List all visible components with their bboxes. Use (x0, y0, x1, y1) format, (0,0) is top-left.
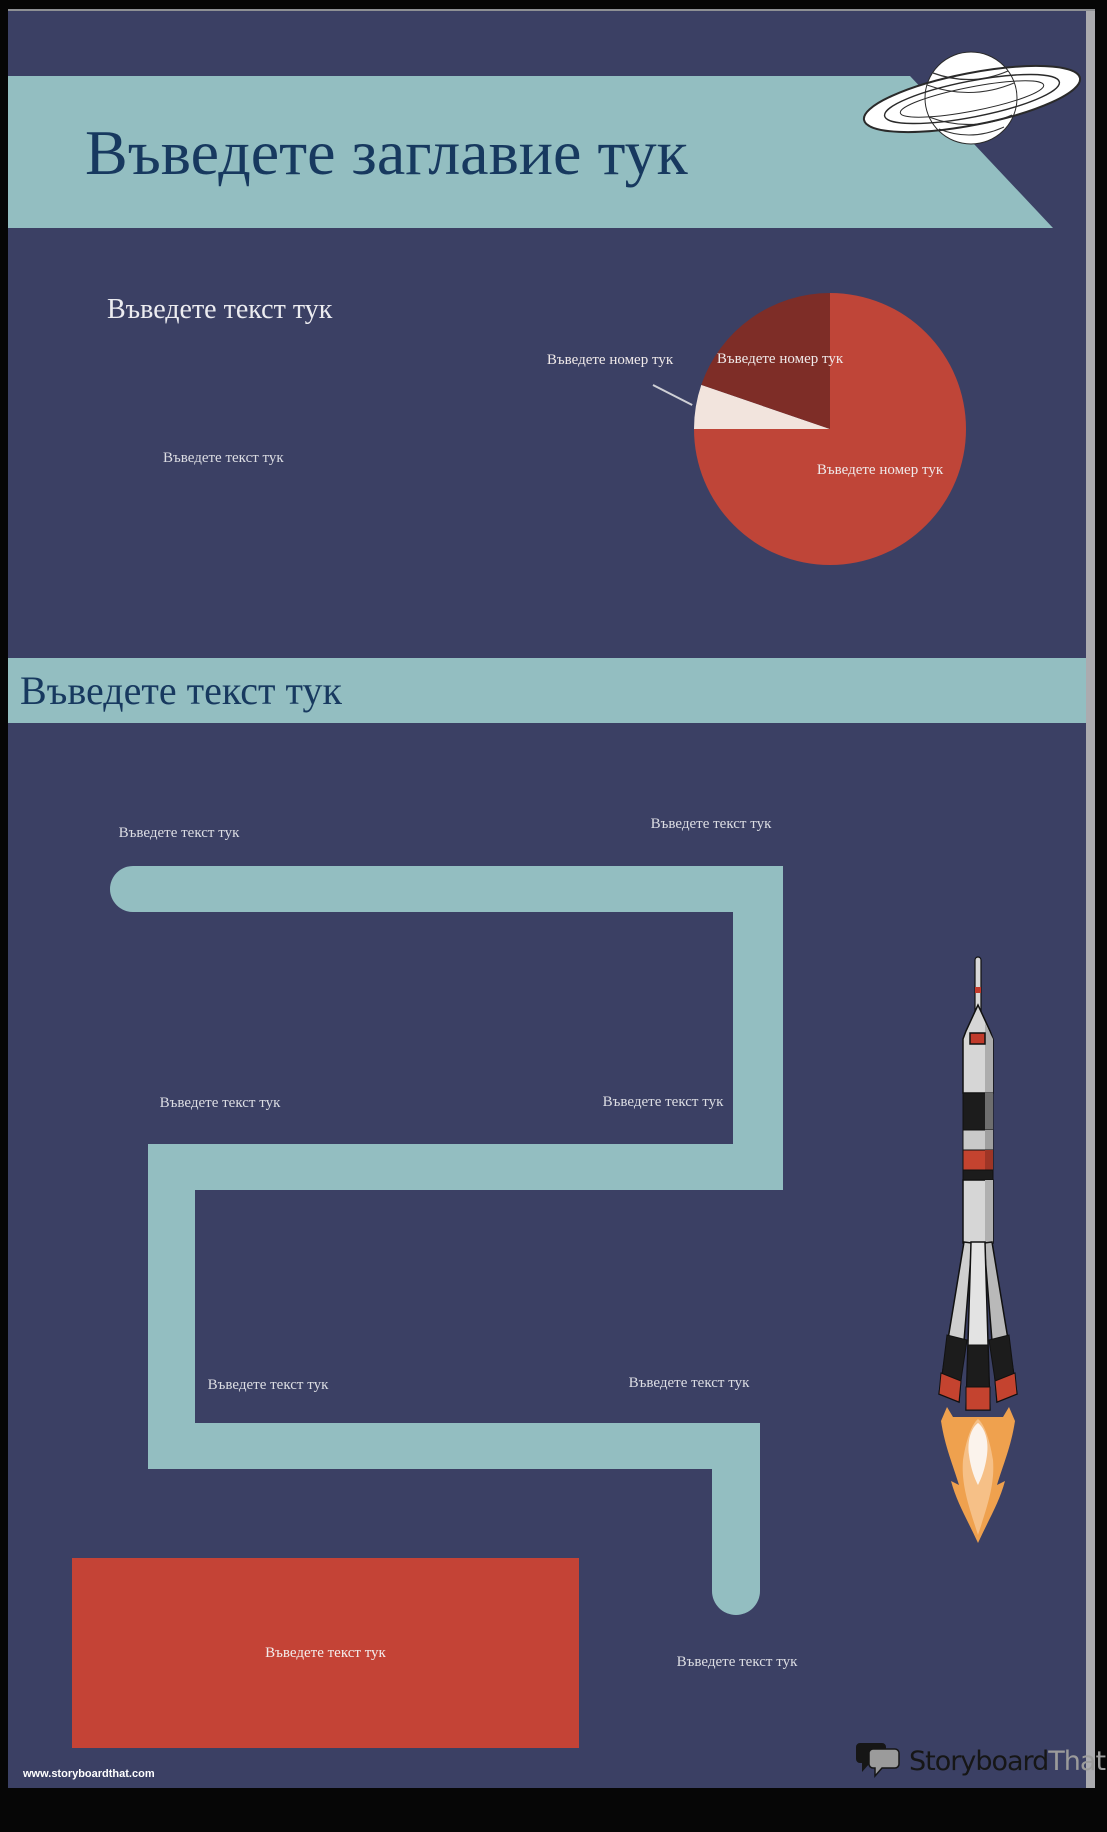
flow-path-segment-4 (148, 1144, 195, 1469)
page-title: Въведете заглавие тук (85, 117, 688, 188)
logo-text-primary: Storyboard (909, 1745, 1049, 1777)
highlight-box-text: Въведете текст тук (265, 1644, 386, 1661)
logo-text: StoryboardThat (909, 1745, 1106, 1777)
flow-label-6: Въведете текст тук (628, 1375, 750, 1391)
section1-note: Въведете текст тук (163, 450, 284, 466)
top-border-line (8, 9, 1095, 11)
flow-label-3: Въведете текст тук (159, 1095, 281, 1111)
flow-end-label: Въведете текст тук (676, 1654, 798, 1670)
flow-label-5: Въведете текст тук (207, 1377, 329, 1393)
right-border-line (1086, 11, 1095, 1788)
section2-header-band: Въведете текст тук (8, 658, 1086, 723)
pie-label-maroon: Въведете номер тук (716, 351, 844, 367)
flow-path-segment-3 (148, 1144, 783, 1190)
pie-chart (694, 293, 966, 565)
storyboardthat-logo[interactable]: StoryboardThat (856, 1742, 1106, 1780)
flow-label-2: Въведете текст тук (650, 816, 772, 832)
pie-label-red: Въведете номер тук (816, 462, 944, 478)
speech-bubbles-icon (856, 1743, 900, 1778)
website-url[interactable]: www.storyboardthat.com (23, 1768, 155, 1780)
flow-path-segment-5 (148, 1423, 760, 1469)
section2-title: Въведете текст тук (20, 668, 342, 713)
flow-path-segment-6 (712, 1423, 760, 1615)
logo-text-secondary: That (1048, 1745, 1106, 1777)
section1-heading: Въведете текст тук (107, 294, 333, 325)
flow-path-segment-2 (733, 866, 783, 1190)
flow-label-1: Въведете текст тук (118, 825, 240, 841)
pie-slice-cream (694, 384, 830, 429)
title-banner-ribbon: Въведете заглавие тук (8, 76, 1053, 228)
pie-slice-maroon (701, 293, 830, 429)
highlight-box: Въведете текст тук (72, 1558, 579, 1748)
flow-label-4: Въведете текст тук (602, 1094, 724, 1110)
saturn-icon (862, 51, 1082, 145)
pie-label-cream: Въведете номер тук (546, 352, 674, 368)
rocket-icon (938, 956, 1018, 1543)
flow-path-segment-1 (110, 866, 783, 912)
